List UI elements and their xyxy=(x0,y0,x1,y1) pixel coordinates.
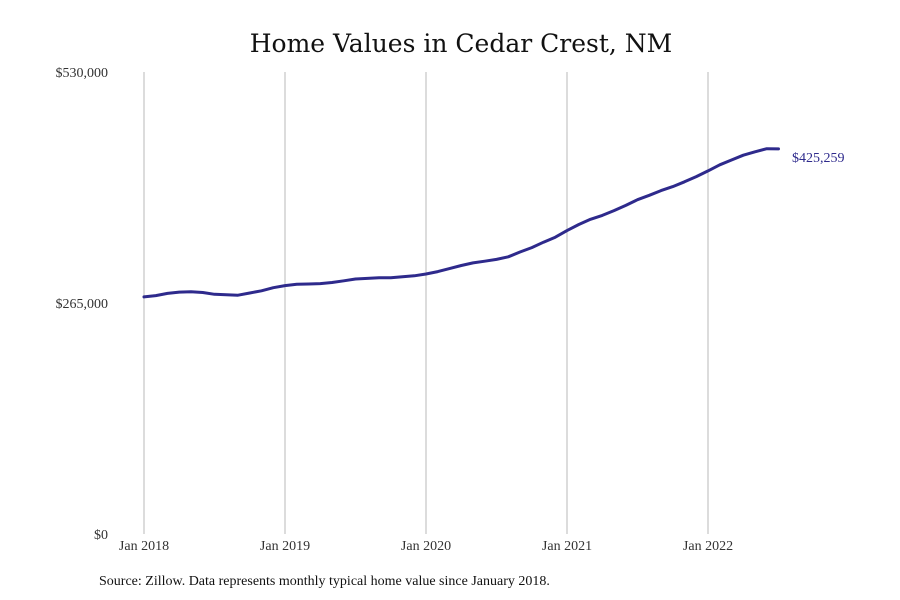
end-value-label: $425,259 xyxy=(792,151,845,166)
y-axis-ticks: $0 $265,000 $530,000 xyxy=(56,66,109,543)
chart-title: Home Values in Cedar Crest, NM xyxy=(250,29,673,58)
series-layer xyxy=(142,147,780,299)
x-tick-label: Jan 2019 xyxy=(260,539,310,554)
x-tick-label: Jan 2021 xyxy=(542,539,592,554)
y-tick-label: $530,000 xyxy=(56,66,109,81)
source-note: Source: Zillow. Data represents monthly … xyxy=(99,574,550,589)
x-axis-ticks: Jan 2018 Jan 2019 Jan 2020 Jan 2021 Jan 2022 xyxy=(119,539,733,554)
x-tick-label: Jan 2018 xyxy=(119,539,169,554)
x-tick-label: Jan 2022 xyxy=(683,539,733,554)
series-line-0 xyxy=(142,147,780,299)
gridlines xyxy=(143,72,709,534)
x-tick-label: Jan 2020 xyxy=(401,539,451,554)
y-tick-label: $265,000 xyxy=(56,297,109,312)
y-tick-label: $0 xyxy=(94,528,108,543)
